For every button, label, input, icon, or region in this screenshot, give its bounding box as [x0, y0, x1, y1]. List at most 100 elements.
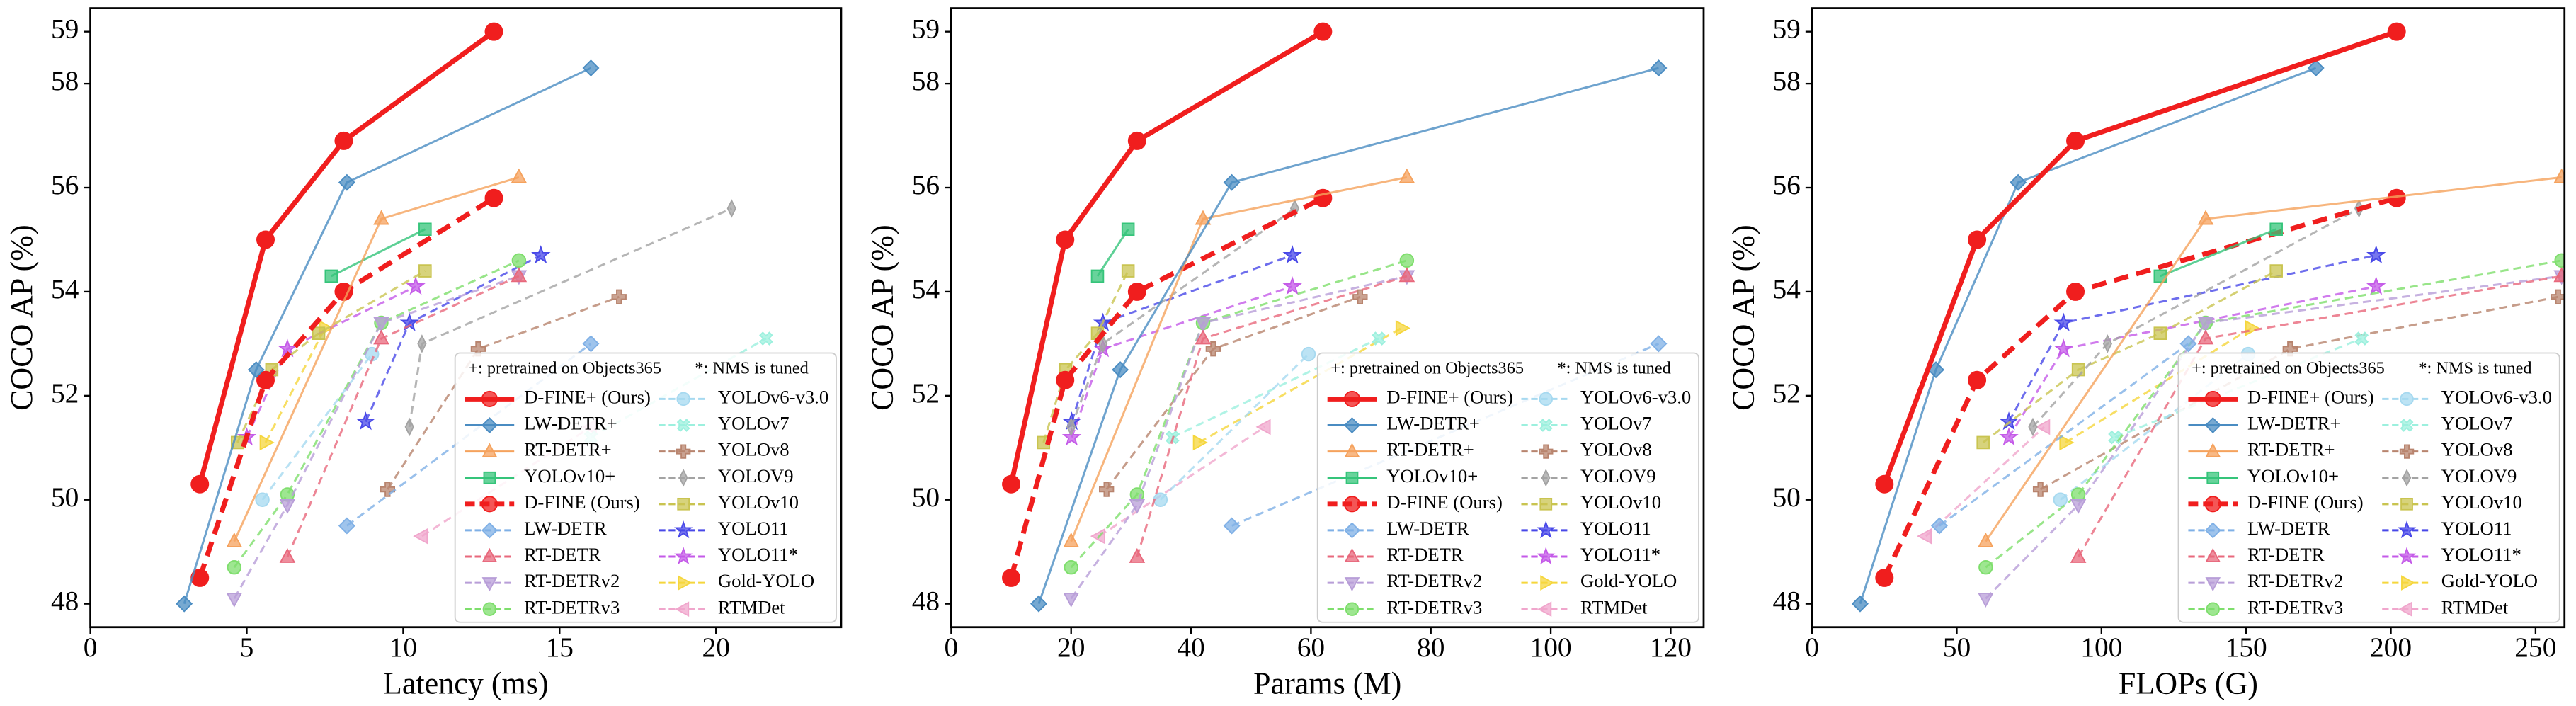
legend: +: pretrained on Objects365 *: NMS is tun…	[454, 352, 837, 623]
legend-swatch-marker	[674, 520, 693, 539]
legend-box	[1316, 352, 1699, 623]
series-line	[421, 426, 592, 537]
legend-swatch-marker	[1343, 496, 1361, 513]
data-point	[227, 560, 242, 575]
data-point	[1976, 435, 1990, 450]
data-point	[2354, 331, 2369, 346]
x-tick-label: 5	[240, 632, 254, 663]
data-point	[338, 517, 355, 535]
data-point	[1112, 361, 1129, 379]
data-point	[1192, 434, 1208, 451]
data-point	[1875, 474, 1894, 494]
legend-label: D-FINE (Ours)	[524, 491, 640, 513]
legend-swatch-marker	[481, 547, 498, 562]
legend-label: RT-DETRv2	[1386, 570, 1482, 591]
x-tick-label: 150	[2225, 632, 2267, 663]
data-point	[1061, 427, 1082, 446]
legend-label: D-FINE+ (Ours)	[524, 387, 651, 408]
data-point	[2245, 320, 2260, 336]
legend-label: RT-DETR	[2247, 544, 2325, 565]
data-point	[1851, 595, 1869, 613]
legend-label: D-FINE+ (Ours)	[1386, 387, 1513, 408]
x-tick-label: 50	[1943, 632, 1971, 663]
data-point	[2071, 363, 2085, 377]
y-tick-label: 52	[1772, 377, 1800, 409]
data-point	[2070, 499, 2087, 514]
legend-swatch-marker	[677, 497, 690, 511]
axes-frame	[1811, 7, 2566, 629]
legend-box	[2177, 352, 2560, 623]
data-point	[355, 411, 376, 431]
x-tick-label: 100	[1530, 632, 1572, 663]
data-point	[1063, 592, 1080, 608]
legend-swatch-marker	[2397, 547, 2417, 565]
data-point	[417, 334, 427, 353]
legend-label: RT-DETRv2	[524, 570, 620, 591]
data-point	[2102, 334, 2113, 353]
legend-swatch-marker	[676, 392, 690, 406]
data-point	[1930, 517, 1948, 535]
data-point	[1398, 267, 1415, 283]
data-point	[1223, 517, 1241, 535]
series-line	[1096, 228, 1129, 277]
legend-label: RT-DETR	[524, 544, 601, 565]
data-point	[1121, 264, 1135, 278]
data-point	[511, 168, 528, 183]
data-point	[2066, 131, 2085, 150]
data-point	[2197, 210, 2214, 225]
y-tick-label: 52	[912, 377, 940, 409]
legend-swatch-marker	[1343, 390, 1361, 408]
series-line	[1008, 195, 1324, 579]
series-line	[1070, 259, 1408, 569]
legend-swatch-marker	[1537, 520, 1556, 539]
data-point	[1978, 560, 1993, 575]
legend-label: YOLOv7	[2441, 413, 2513, 434]
series-line	[261, 353, 373, 501]
y-tick-label: 52	[51, 377, 79, 409]
y-tick-label: 58	[912, 65, 940, 96]
data-point	[279, 499, 296, 514]
series-line	[197, 195, 496, 579]
legend-label: RTMDet	[2441, 596, 2509, 617]
series-line	[233, 259, 520, 569]
x-tick-label: 200	[2370, 632, 2412, 663]
data-point	[511, 267, 528, 283]
data-point	[1372, 331, 1386, 346]
legend-label: D-FINE+ (Ours)	[2247, 387, 2374, 408]
data-point	[531, 245, 551, 264]
data-point	[1352, 289, 1368, 304]
legend-label: YOLO11*	[1580, 544, 1660, 565]
legend-swatch-marker	[675, 601, 690, 617]
data-point	[247, 361, 265, 379]
data-point	[1978, 532, 1994, 547]
legend-label: YOLOV9	[2441, 465, 2517, 486]
data-point	[2059, 434, 2075, 451]
legend-swatch-marker	[1537, 547, 1556, 565]
legend-label: YOLOv10	[2441, 491, 2522, 513]
legend-label: RT-DETR+	[524, 439, 612, 460]
legend-label: YOLO11	[1580, 518, 1651, 539]
x-tick-label: 20	[702, 632, 729, 663]
legend-swatch-marker	[674, 547, 693, 565]
y-axis-label: COCO AP (%)	[865, 224, 900, 411]
data-point	[1999, 427, 2019, 446]
x-tick-label: 20	[1057, 632, 1085, 663]
data-point	[324, 269, 338, 283]
series-line	[2007, 285, 2376, 438]
legend-label: Gold-YOLO	[1580, 570, 1677, 591]
legend-label: RT-DETRv3	[2247, 596, 2343, 617]
legend-swatch-marker	[2401, 575, 2416, 591]
data-point	[373, 329, 389, 345]
data-point	[1398, 168, 1415, 183]
legend-label: LW-DETR+	[2247, 413, 2341, 434]
legend-swatch-marker	[481, 390, 498, 408]
data-point	[2551, 289, 2565, 304]
data-point	[611, 289, 627, 304]
legend-note: +: pretrained on Objects365	[1330, 358, 1524, 377]
data-point	[1313, 22, 1333, 41]
data-point	[1195, 329, 1212, 345]
legend-label: YOLO11*	[2441, 544, 2521, 565]
legend-swatch-marker	[481, 443, 498, 457]
legend-note: +: pretrained on Objects365	[2192, 358, 2385, 377]
